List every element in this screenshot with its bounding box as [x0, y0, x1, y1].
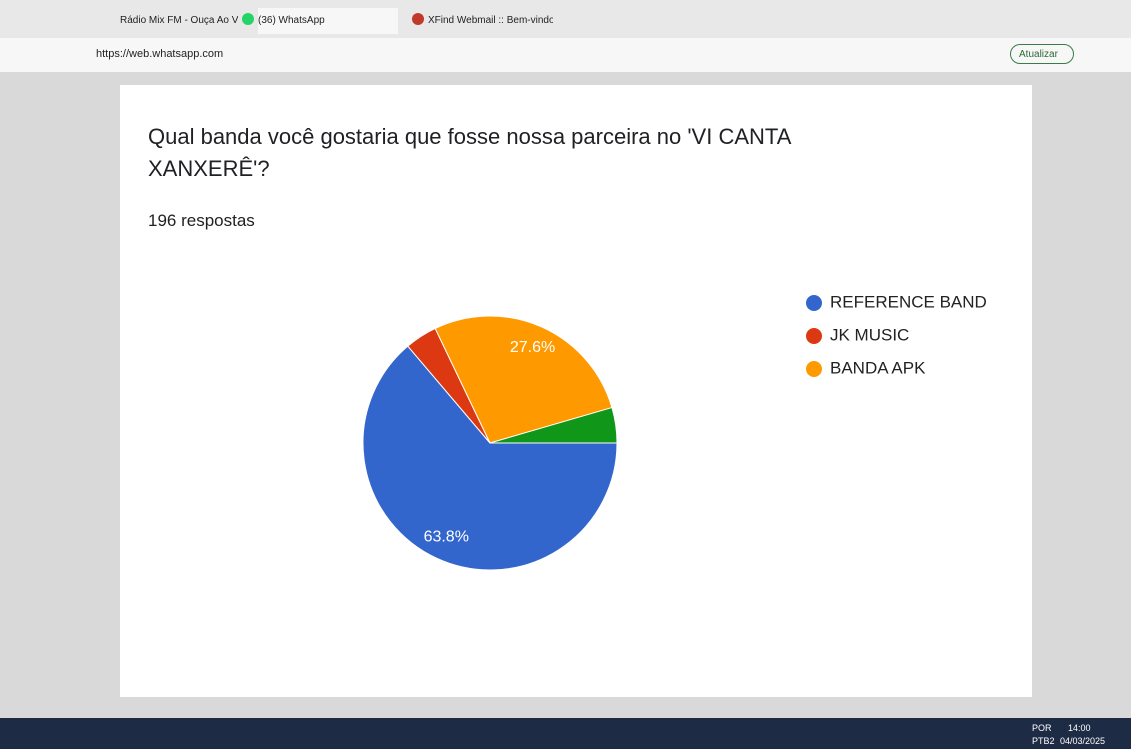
tab-bar: Rádio Mix FM - Ouça Ao Viv (36) WhatsApp…: [0, 0, 1131, 38]
legend-marker: [806, 295, 822, 311]
slice-label: 27.6%: [510, 339, 555, 356]
tab[interactable]: (36) WhatsApp: [258, 8, 398, 34]
slice-label: 63.8%: [424, 529, 469, 546]
pie-slice: [362, 345, 618, 571]
chart-subtitle: 196 respostas: [148, 211, 255, 230]
chart-title: Qual banda você gostaria que fosse nossa…: [148, 124, 791, 181]
clock-time: 14:00: [1068, 723, 1091, 733]
url[interactable]: https://web.whatsapp.com: [96, 48, 224, 60]
chart: 63.8% 27.6% REFERENCE BAND JK MUSIC BANDA AP…: [362, 292, 987, 571]
tab-icon: [242, 13, 254, 25]
clock-date: 04/03/2025: [1060, 736, 1106, 746]
legend-label: REFERENCE BAND: [830, 292, 987, 311]
address-bar: https://web.whatsapp.com Atualizar: [0, 38, 1131, 73]
legend-label: BANDA APK: [830, 358, 926, 377]
tab[interactable]: XFind Webmail :: Bem-vindo ao X: [428, 15, 553, 26]
legend-marker: [806, 361, 822, 377]
taskbar: POR PTB2 14:00 04/03/2025: [0, 718, 1131, 749]
legend-label: JK MUSIC: [830, 325, 909, 344]
tab[interactable]: Rádio Mix FM - Ouça Ao Viv: [120, 15, 238, 26]
pie-slice: [434, 315, 613, 444]
language: POR: [1032, 723, 1052, 733]
tab-icon: [412, 13, 424, 25]
pie-slice: [489, 406, 618, 444]
chart-dialog: Qual banda você gostaria que fosse nossa…: [120, 85, 1032, 697]
legend-marker: [806, 328, 822, 344]
update-button[interactable]: Atualizar: [1010, 44, 1074, 64]
layout: PTB2: [1032, 736, 1055, 746]
